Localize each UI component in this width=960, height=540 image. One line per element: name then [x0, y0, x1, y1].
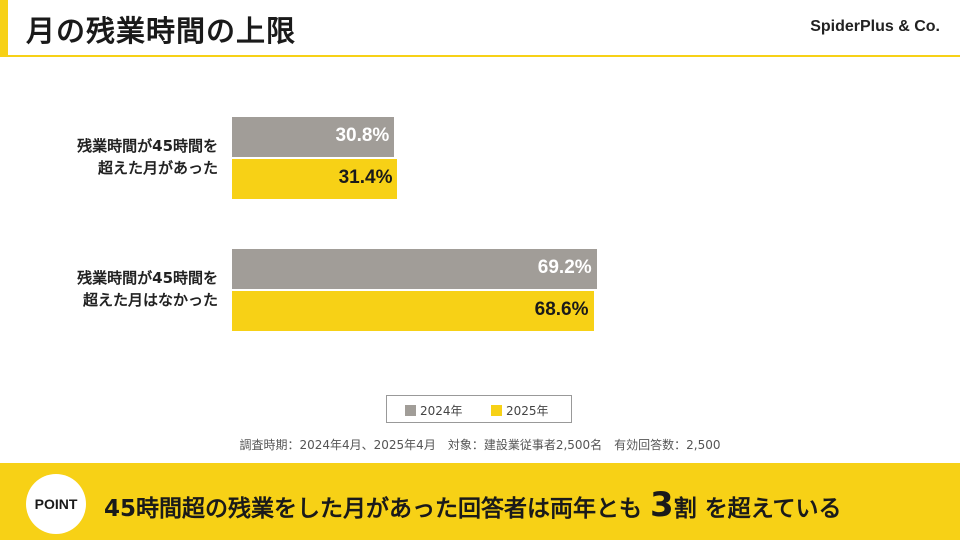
- header-divider: [0, 55, 960, 57]
- point-badge: POINT: [26, 474, 86, 534]
- legend-item-2024: 2024年: [405, 402, 463, 419]
- bar-value-label: 31.4%: [338, 167, 393, 188]
- point-text: 45時間超の残業をした月があった回答者は両年とも 3割 を超えている: [104, 485, 842, 525]
- category-label-line: 残業時間が45時間を: [77, 269, 218, 287]
- category-label-line: 超えた月はなかった: [82, 291, 218, 309]
- legend-label-2025: 2025年: [506, 404, 549, 418]
- category-label: 残業時間が45時間を超えた月があった: [18, 135, 218, 179]
- category-label: 残業時間が45時間を 超えた月はなかった: [18, 267, 218, 311]
- bar-2024年: 69.2%: [232, 249, 597, 289]
- header-accent-bar: [0, 0, 8, 56]
- brand-logo: SpiderPlus & Co.: [810, 18, 940, 35]
- bar-2025年: 68.6%: [232, 291, 594, 331]
- header: 月の残業時間の上限 SpiderPlus & Co.: [0, 0, 960, 57]
- legend-swatch-2025: [491, 405, 502, 416]
- bar-value-label: 69.2%: [537, 257, 592, 278]
- point-text-emphasis: 3: [650, 485, 674, 525]
- legend-label-2024: 2024年: [420, 404, 463, 418]
- category-label-line: 残業時間が45時間を: [77, 137, 218, 155]
- chart-legend: 2024年 2025年: [386, 395, 572, 423]
- point-text-lead: 45時間超の残業をした月があった回答者は両年とも: [104, 496, 651, 522]
- bar-value-label: 30.8%: [335, 125, 390, 146]
- category-label-line: 超えた月があった: [97, 159, 218, 177]
- survey-note: 調査時期：2024年4月、2025年4月 対象：建設業従事者2,500名 有効回…: [239, 438, 721, 452]
- bar-value-label: 68.6%: [534, 299, 589, 320]
- bar-2025年: 31.4%: [232, 159, 398, 199]
- point-banner: [0, 463, 960, 540]
- legend-swatch-2024: [405, 405, 416, 416]
- bar-2024年: 30.8%: [232, 117, 395, 157]
- page-title: 月の残業時間の上限: [26, 14, 297, 48]
- point-text-tail: 割 を超えている: [673, 496, 842, 522]
- legend-item-2025: 2025年: [491, 402, 549, 419]
